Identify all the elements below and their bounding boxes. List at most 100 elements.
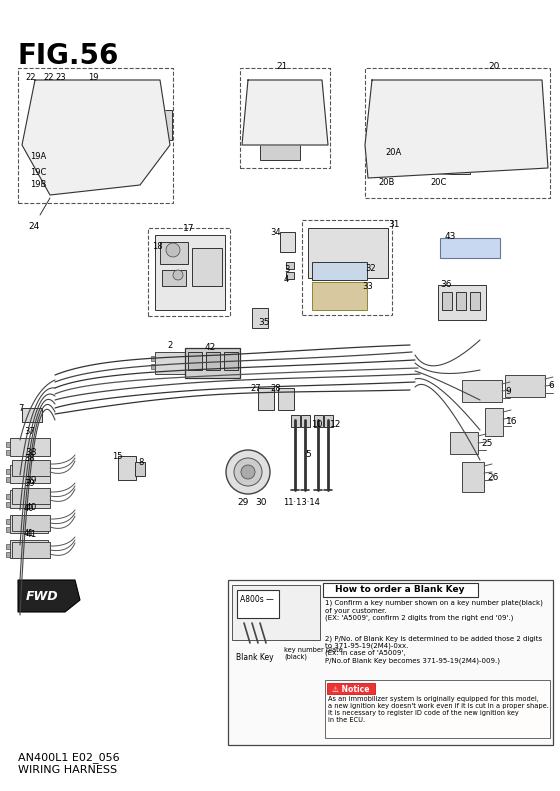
Bar <box>148 228 230 316</box>
Bar <box>160 242 188 264</box>
Bar <box>314 415 323 427</box>
Text: key number plate
(black): key number plate (black) <box>284 647 343 660</box>
Text: A800s —: A800s — <box>240 595 274 604</box>
Bar <box>6 502 10 507</box>
Bar <box>12 515 50 531</box>
Bar <box>6 494 10 499</box>
Text: 38: 38 <box>25 448 37 457</box>
Text: AN400L1 E02_056: AN400L1 E02_056 <box>18 752 120 763</box>
Text: FIG.56: FIG.56 <box>18 42 119 70</box>
Bar <box>150 110 172 140</box>
Bar <box>192 248 222 286</box>
Text: 15: 15 <box>112 452 123 461</box>
Bar <box>6 527 10 532</box>
Bar <box>450 432 478 454</box>
Text: 19A: 19A <box>30 152 46 161</box>
Bar <box>323 583 478 597</box>
Bar <box>188 352 202 370</box>
Bar <box>6 552 10 557</box>
Text: 29: 29 <box>237 498 249 507</box>
Bar <box>505 375 545 397</box>
Bar <box>286 272 294 279</box>
Text: 3: 3 <box>284 265 290 274</box>
Text: 27: 27 <box>250 384 260 393</box>
Bar <box>258 388 274 410</box>
Text: 26: 26 <box>487 472 498 482</box>
Circle shape <box>414 99 426 111</box>
Bar <box>6 450 10 455</box>
Bar <box>12 460 50 476</box>
Bar <box>240 68 330 168</box>
Text: 20B: 20B <box>378 178 394 187</box>
Bar <box>6 477 10 482</box>
Text: 40: 40 <box>25 503 37 512</box>
Circle shape <box>57 110 67 120</box>
Bar <box>445 90 487 128</box>
Bar <box>10 515 48 533</box>
Text: 8: 8 <box>138 458 143 467</box>
Bar <box>237 590 279 618</box>
Circle shape <box>53 135 63 145</box>
Text: ⚠ Notice: ⚠ Notice <box>332 684 370 694</box>
Text: 16: 16 <box>506 418 517 426</box>
Text: 12: 12 <box>330 420 342 429</box>
Bar <box>255 90 307 130</box>
Text: 2: 2 <box>167 341 172 350</box>
Bar <box>430 152 470 174</box>
Bar <box>12 542 50 558</box>
Text: 42: 42 <box>205 343 216 352</box>
Bar <box>286 262 294 269</box>
Bar <box>470 292 480 310</box>
Circle shape <box>470 105 490 125</box>
Bar <box>6 469 10 474</box>
Text: Blank Key: Blank Key <box>236 653 274 662</box>
Text: 41: 41 <box>25 530 37 539</box>
Text: 19: 19 <box>88 73 99 82</box>
Bar <box>155 352 185 374</box>
Text: 41: 41 <box>24 529 34 538</box>
Text: 25: 25 <box>481 438 492 448</box>
Circle shape <box>226 450 270 494</box>
Bar <box>442 292 452 310</box>
Text: 7: 7 <box>18 404 24 413</box>
Bar <box>6 544 10 549</box>
Text: 20C: 20C <box>430 178 446 187</box>
Text: 19B: 19B <box>30 180 46 189</box>
Circle shape <box>295 100 305 110</box>
Text: 22: 22 <box>43 73 54 82</box>
Text: 34: 34 <box>270 228 281 237</box>
Circle shape <box>263 97 273 107</box>
Bar <box>291 415 300 427</box>
Bar <box>10 490 50 508</box>
Bar <box>440 238 500 258</box>
Text: 35: 35 <box>258 318 269 327</box>
Circle shape <box>396 108 420 132</box>
Text: 20A: 20A <box>385 148 402 157</box>
Bar <box>10 465 50 483</box>
Bar <box>462 380 502 402</box>
Bar <box>302 220 392 315</box>
Bar <box>18 68 173 203</box>
Bar <box>10 438 50 456</box>
Text: 28: 28 <box>270 384 281 393</box>
Bar <box>327 683 375 694</box>
Bar <box>325 680 550 738</box>
Text: 2) P/No. of Blank Key is determined to be added those 2 digits
to 371-95-19(2M4): 2) P/No. of Blank Key is determined to b… <box>325 635 542 664</box>
Bar <box>365 68 550 198</box>
Bar <box>90 88 145 126</box>
Text: FWD: FWD <box>26 589 58 603</box>
Bar <box>10 540 48 558</box>
Polygon shape <box>22 80 170 195</box>
Text: 21: 21 <box>276 62 288 71</box>
Bar <box>162 270 186 286</box>
Bar <box>232 585 320 640</box>
Bar <box>12 488 50 504</box>
Text: 5: 5 <box>305 450 311 459</box>
Bar <box>462 462 484 492</box>
Bar <box>438 285 486 320</box>
Bar <box>375 152 425 174</box>
Bar <box>375 90 435 145</box>
Bar <box>135 462 145 476</box>
Text: 43: 43 <box>445 232 456 241</box>
Bar <box>312 282 367 310</box>
